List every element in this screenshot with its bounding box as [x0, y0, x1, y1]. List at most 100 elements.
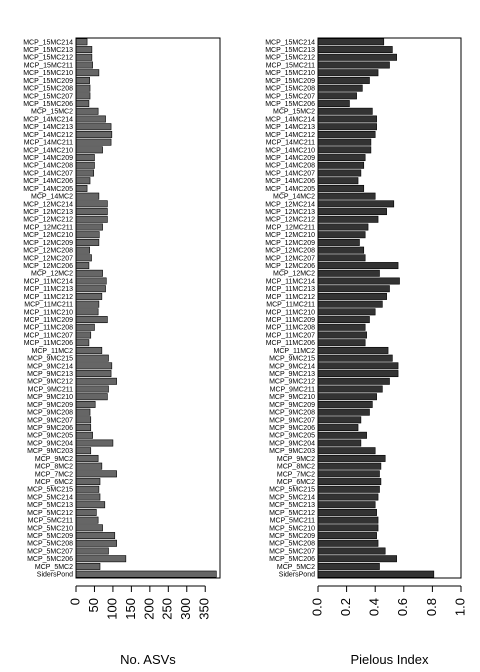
- asv-category-label: MCP_15MC209: [23, 78, 73, 85]
- asv-category-label: MCP_11MC207: [24, 332, 73, 339]
- pielou-category-label: MCP_11MC209: [266, 317, 315, 324]
- asv-bar: [75, 447, 92, 455]
- asv-bar: [75, 231, 100, 239]
- asv-category-label: MCP_9MC209: [27, 402, 73, 409]
- pielou-category-label: MCP_6MC2: [277, 479, 315, 486]
- asv-category-label: MCP_5MC211: [28, 518, 73, 525]
- asv-category-label: MCP_14MC207: [23, 170, 73, 177]
- asv-category-label: MCP_12MC212: [23, 217, 73, 224]
- pielou-x-tick-label: 0.0: [309, 598, 324, 616]
- asv-category-label: MCP_5MC212: [27, 510, 73, 517]
- pielou-bar: [317, 478, 382, 486]
- pielou-category-label: MCP_15MC2: [273, 109, 315, 116]
- asv-bar: [75, 84, 91, 92]
- pielou-bar: [317, 208, 387, 216]
- pielou-bar: [317, 262, 399, 270]
- asv-category-label: MCP_5MC215: [27, 487, 73, 494]
- asv-bar: [75, 478, 101, 486]
- pielou-bar: [317, 46, 393, 54]
- asv-bar: [75, 431, 93, 439]
- asv-category-label: MCP_12MC213: [23, 209, 73, 216]
- pielou-category-label: MCP_15MC208: [265, 86, 315, 93]
- asv-category-label: MCP_5MC209: [27, 533, 73, 540]
- pielou-bar: [317, 454, 386, 462]
- pielou-category-label: MCP_9MC205: [269, 433, 315, 440]
- pielou-category-label: MCP_11MC2: [274, 348, 316, 355]
- asv-category-label: MCP_9MC210: [27, 394, 73, 401]
- pielou-category-label: MCP_5MC214: [269, 494, 315, 501]
- asv-category-label: MCP_12MC2: [31, 271, 73, 278]
- asv-bar: [75, 532, 116, 540]
- pielou-bar: [317, 555, 397, 563]
- pielou-bar: [317, 130, 376, 138]
- pielou-bar: [317, 169, 362, 177]
- pielou-bar: [317, 300, 383, 308]
- asv-bar: [75, 547, 109, 555]
- pielou-bar: [317, 107, 373, 115]
- pielou-bar: [317, 231, 366, 239]
- pielou-category-label: MCP_5MC213: [269, 502, 315, 509]
- pielou-x-axis-title: Pielous Index: [350, 652, 429, 667]
- pielou-category-label: MCP_9MC212: [269, 379, 315, 386]
- asv-bar: [75, 493, 101, 501]
- asv-category-label: SidersPond: [37, 572, 73, 579]
- asv-bar: [75, 323, 95, 331]
- pielou-category-label: MCP_14MC213: [265, 124, 315, 131]
- asv-x-tick-label: 150: [123, 598, 138, 620]
- pielou-category-label: MCP_12MC214: [265, 201, 315, 208]
- pielou-category-label: MCP_11MC214: [266, 278, 315, 285]
- pielou-category-label: MCP_5MC206: [269, 556, 315, 563]
- pielou-x-tick-label: 0.6: [395, 598, 410, 616]
- pielou-x-tick-label: 0.8: [424, 598, 439, 616]
- pielou-bar: [317, 370, 399, 378]
- pielou-bar: [317, 547, 386, 555]
- asv-bar: [75, 470, 117, 478]
- asv-bar: [75, 53, 93, 61]
- pielou-bar: [317, 138, 372, 146]
- asv-bar: [75, 76, 90, 84]
- asv-category-label: MCP_14MC214: [23, 116, 73, 123]
- pielou-bar: [317, 223, 369, 231]
- asv-bar: [75, 400, 96, 408]
- pielou-bar: [317, 238, 360, 246]
- pielou-bar: [317, 431, 367, 439]
- asv-category-label: MCP_12MC210: [23, 232, 73, 239]
- pielou-category-label: MCP_15MC210: [265, 70, 315, 77]
- pielou-category-label: MCP_9MC210: [269, 394, 315, 401]
- asv-bar: [75, 516, 99, 524]
- pielou-bar: [317, 38, 385, 46]
- pielou-category-label: MCP_11MC212: [266, 294, 315, 301]
- pielou-bar: [317, 100, 350, 108]
- pielou-category-label: MCP_14MC2: [273, 194, 315, 201]
- asv-category-label: MCP_9MC213: [27, 371, 73, 378]
- pielou-category-label: MCP_14MC211: [266, 140, 315, 147]
- asv-category-label: MCP_14MC206: [23, 178, 73, 185]
- asv-category-label: MCP_14MC2: [31, 194, 73, 201]
- asv-bar: [75, 308, 99, 316]
- pielou-category-label: MCP_5MC211: [270, 518, 315, 525]
- asv-category-label: MCP_14MC212: [23, 132, 73, 139]
- pielou-category-label: MCP_9MC2: [277, 456, 315, 463]
- asv-bar: [75, 362, 113, 370]
- asv-bar: [75, 123, 112, 131]
- pielou-category-label: MCP_14MC209: [265, 155, 315, 162]
- pielou-category-label: MCP_15MC206: [265, 101, 315, 108]
- asv-category-label: MCP_9MC206: [27, 425, 73, 432]
- asv-category-label: MCP_9MC2: [35, 456, 73, 463]
- asv-bar: [75, 69, 100, 77]
- pielou-category-label: MCP_12MC213: [265, 209, 315, 216]
- asv-x-tick-label: 350: [197, 598, 212, 620]
- pielou-category-label: MCP_14MC206: [265, 178, 315, 185]
- asv-category-label: MCP_15MC210: [23, 70, 73, 77]
- pielou-bar: [317, 562, 380, 570]
- asv-category-label: MCP_15MC2: [31, 109, 73, 116]
- pielou-category-label: MCP_5MC215: [269, 487, 315, 494]
- asv-category-label: MCP_15MC207: [23, 93, 73, 100]
- asv-bar: [75, 370, 112, 378]
- asv-category-label: MCP_5MC213: [27, 502, 73, 509]
- pielou-category-label: MCP_5MC209: [269, 533, 315, 540]
- pielou-bar: [317, 323, 366, 331]
- pielou-category-label: SidersPond: [279, 572, 315, 579]
- asv-category-label: MCP_14MC209: [23, 155, 73, 162]
